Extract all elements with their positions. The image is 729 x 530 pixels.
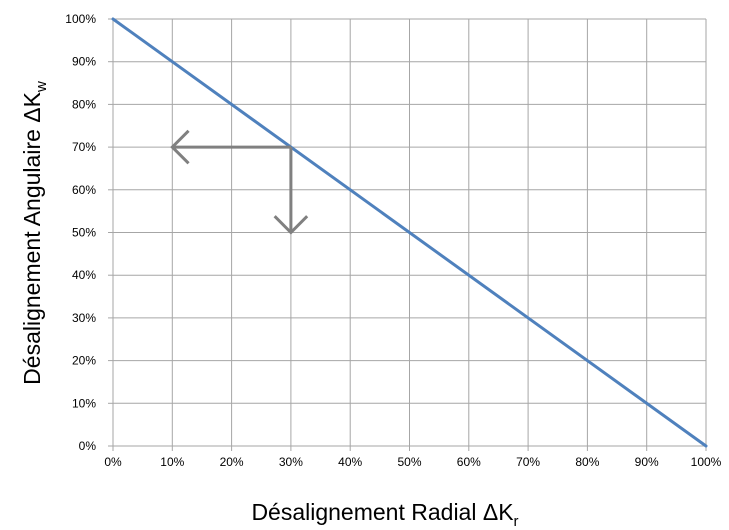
y-tick-label: 40%	[72, 268, 96, 282]
x-tick-label: 50%	[397, 455, 421, 469]
y-axis-title-text: Désalignement Angulaire ΔK	[19, 91, 45, 384]
arrow-annotation	[170, 129, 291, 165]
x-tick-label: 40%	[338, 455, 362, 469]
y-tick-label: 50%	[72, 226, 96, 240]
y-tick-label: 20%	[72, 354, 96, 368]
x-tick-label: 30%	[279, 455, 303, 469]
x-tick-label: 100%	[691, 455, 722, 469]
y-tick-label: 100%	[65, 12, 96, 26]
x-tick-label: 70%	[516, 455, 540, 469]
x-tick-label: 10%	[160, 455, 184, 469]
y-axis-title-subscript: w	[33, 81, 50, 93]
grid	[108, 18, 707, 451]
annotations	[170, 129, 309, 235]
series-layer	[111, 17, 708, 448]
x-axis-title-text: Désalignement Radial ΔK	[251, 499, 514, 525]
y-tick-label: 30%	[72, 311, 96, 325]
y-axis-title: Désalignement Angulaire ΔKw	[19, 81, 50, 385]
y-tick-labels: 0% 10% 20% 30% 40% 50% 60% 70% 80% 90% 100%	[65, 12, 96, 453]
y-tick-label: 60%	[72, 183, 96, 197]
y-tick-label: 90%	[72, 55, 96, 69]
x-tick-label: 80%	[575, 455, 599, 469]
x-tick-labels: 0% 10% 20% 30% 40% 50% 60% 70% 80% 90% 100%	[104, 455, 721, 469]
arrow-annotation	[273, 147, 309, 235]
y-tick-label: 0%	[79, 439, 97, 453]
series-line	[111, 17, 708, 448]
x-tick-label: 90%	[635, 455, 659, 469]
arrow-head	[273, 215, 309, 235]
x-tick-label: 0%	[104, 455, 122, 469]
x-axis-title: Désalignement Radial ΔKr	[251, 499, 518, 530]
x-tick-label: 60%	[457, 455, 481, 469]
y-tick-label: 80%	[72, 97, 96, 111]
arrow-head	[170, 129, 190, 165]
y-tick-label: 10%	[72, 396, 96, 410]
y-tick-label: 70%	[72, 140, 96, 154]
x-tick-label: 20%	[220, 455, 244, 469]
x-axis-title-subscript: r	[514, 513, 519, 530]
